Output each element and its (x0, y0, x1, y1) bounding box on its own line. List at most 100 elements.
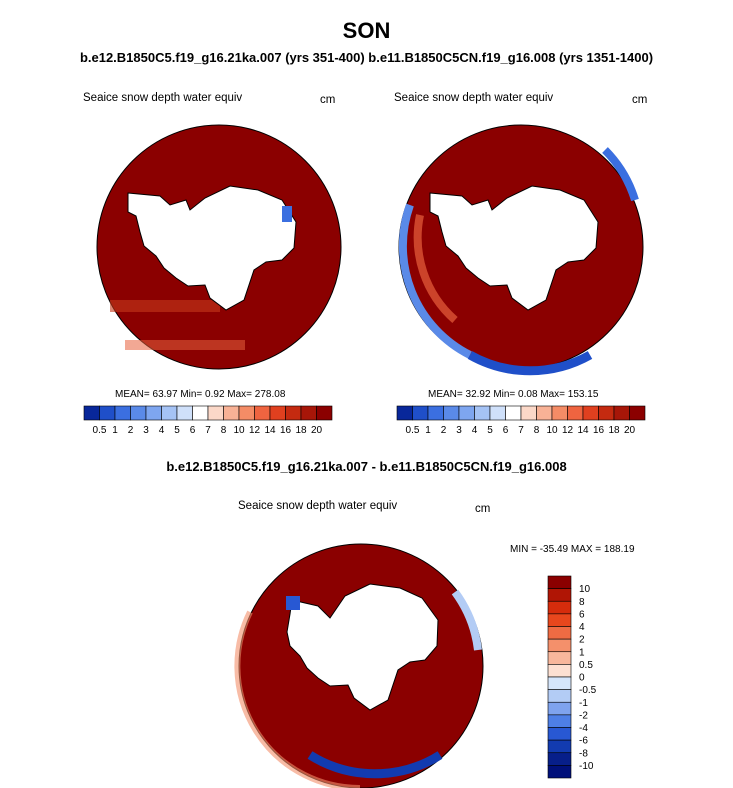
panel2-title: Seaice snow depth water equiv (394, 92, 554, 104)
diff-colorbar-tick-label: -0.5 (579, 685, 597, 696)
colorbar-tick-label: 16 (280, 425, 292, 436)
diff-colorbar-swatch (547, 727, 572, 741)
colorbar-swatch (567, 405, 584, 421)
colorbar-tick-label: 7 (205, 425, 211, 436)
colorbar-swatch (505, 405, 522, 421)
colorbar-swatch (582, 405, 599, 421)
diff-colorbar-swatch (547, 676, 572, 690)
colorbar-tick-label: 20 (624, 425, 636, 436)
colorbar-tick-label: 20 (311, 425, 323, 436)
colorbar-swatch (629, 405, 646, 421)
diff-colorbar-swatch (547, 664, 572, 678)
colorbar-tick-label: 2 (441, 425, 447, 436)
panel1-ice-edge-band (110, 300, 220, 312)
diff-colorbar-tick-label: 8 (579, 597, 585, 608)
colorbar-tick-label: 1 (112, 425, 118, 436)
panel1-map (96, 124, 342, 370)
colorbar-swatch (269, 405, 286, 421)
colorbar-tick-label: 6 (190, 425, 196, 436)
colorbar-swatch (145, 405, 162, 421)
colorbar-tick-label: 8 (534, 425, 540, 436)
colorbar-tick-label: 18 (295, 425, 307, 436)
diff-colorbar-tick-label: -1 (579, 698, 588, 709)
panel1-low-cell (282, 206, 292, 222)
diff-colorbar-tick-label: -2 (579, 710, 588, 721)
colorbar-swatch (443, 405, 460, 421)
diff-colorbar-swatch (547, 588, 572, 602)
colorbar-tick-label: 5 (487, 425, 493, 436)
colorbar-swatch (489, 405, 506, 421)
difference-title: b.e12.B1850C5.f19_g16.21ka.007 - b.e11.B… (166, 459, 567, 474)
panel2-blue-edge (467, 351, 593, 376)
diff-colorbar-tick-label: -6 (579, 736, 588, 747)
panel2-antarctica (429, 185, 599, 311)
diff-colorbar-swatch (547, 739, 572, 754)
colorbar-swatch (551, 405, 568, 421)
colorbar-tick-label: 18 (608, 425, 620, 436)
colorbar-tick-label: 1 (425, 425, 431, 436)
diff-colorbar-swatch (547, 689, 572, 703)
colorbar-swatch (598, 405, 615, 421)
colorbar-tick-label: 8 (221, 425, 227, 436)
colorbar-swatch (238, 405, 255, 421)
panel2-units: cm (632, 94, 648, 106)
diff-antarctica (286, 583, 439, 711)
colorbar-tick-label: 12 (249, 425, 261, 436)
colorbar-tick-label: 14 (577, 425, 589, 436)
diff-colorbar-tick-label: -10 (579, 761, 594, 772)
colorbar-tick-label: 14 (264, 425, 276, 436)
panel1-title: Seaice snow depth water equiv (83, 92, 243, 104)
colorbar-tick-label: 10 (546, 425, 558, 436)
colorbar-swatch (536, 405, 553, 421)
diff-stats: MIN = -35.49 MAX = 188.19 (510, 544, 635, 555)
colorbar-swatch (427, 405, 444, 421)
diff-colorbar-swatch (547, 651, 572, 665)
diff-colorbar-tick-label: 10 (579, 584, 591, 595)
colorbar-tick-label: 2 (128, 425, 134, 436)
colorbar-swatch (207, 405, 224, 421)
colorbar-swatch (83, 405, 100, 421)
diff-light-edge (451, 589, 482, 651)
panel1-colorbar: 0.5 1 2 3 4 5 6 7 8 10 12 14 16 18 20 (83, 405, 333, 436)
colorbar-swatch (316, 405, 333, 421)
diff-low-cell (286, 596, 300, 610)
season-title: SON (342, 18, 391, 43)
diff-units: cm (475, 503, 491, 515)
diff-panel-title: Seaice snow depth water equiv (238, 500, 398, 512)
panel2-map (398, 124, 644, 376)
diff-orange-edge (234, 610, 360, 788)
panel2-colorbar: 0.5 1 2 3 4 5 6 7 8 10 12 14 16 18 20 (396, 405, 646, 436)
diff-map (234, 543, 484, 788)
panel2-blue-edge (398, 203, 472, 359)
colorbar-swatch (458, 405, 475, 421)
colorbar-swatch (161, 405, 178, 421)
colorbar-swatch (176, 405, 193, 421)
colorbar-swatch (99, 405, 116, 421)
diff-colorbar-tick-label: -4 (579, 723, 588, 734)
colorbar-swatch (396, 405, 413, 421)
colorbar-tick-label: 0.5 (93, 425, 107, 436)
diff-colorbar-swatch (547, 701, 572, 716)
colorbar-swatch (223, 405, 240, 421)
case-subtitle: b.e12.B1850C5.f19_g16.21ka.007 (yrs 351-… (79, 50, 654, 65)
colorbar-swatch (192, 405, 209, 421)
diff-colorbar-tick-label: -8 (579, 748, 588, 759)
panel2-blue-edge (602, 147, 639, 202)
colorbar-swatch (300, 405, 317, 421)
colorbar-swatch (520, 405, 537, 421)
colorbar-swatch (114, 405, 131, 421)
diff-colorbar-swatch (547, 626, 572, 640)
colorbar-tick-label: 6 (503, 425, 509, 436)
diff-colorbar-tick-label: 0 (579, 673, 585, 684)
colorbar-tick-label: 3 (143, 425, 149, 436)
diff-colorbar-swatch (547, 714, 572, 728)
diff-blue-edge (307, 751, 443, 779)
colorbar-tick-label: 4 (159, 425, 165, 436)
colorbar-tick-label: 3 (456, 425, 462, 436)
diff-colorbar-swatch (547, 765, 572, 779)
colorbar-tick-label: 7 (518, 425, 524, 436)
diff-colorbar-tick-label: 0.5 (579, 660, 593, 671)
diff-colorbar-swatch (547, 575, 572, 589)
panel1-antarctica (127, 185, 297, 311)
